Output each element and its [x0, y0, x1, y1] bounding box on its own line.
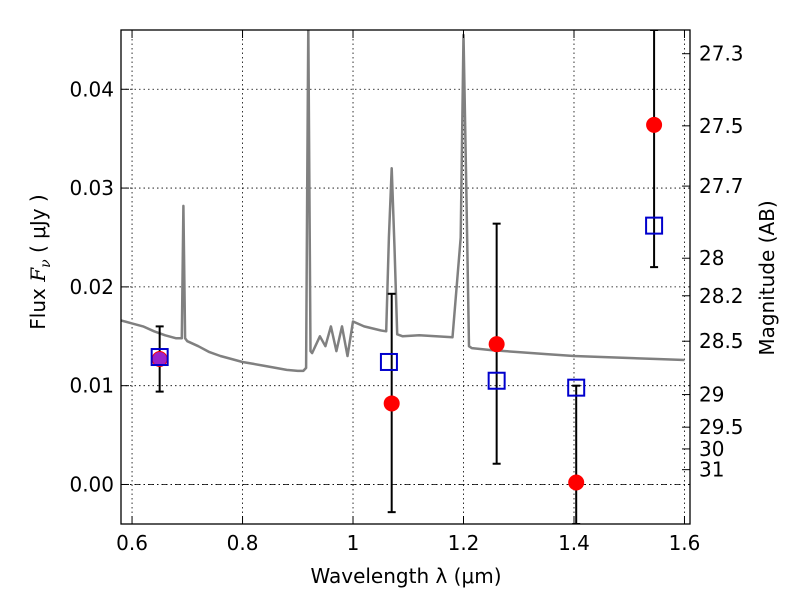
model-point [567, 378, 586, 397]
x-tick-label: 1.4 [558, 531, 590, 555]
y-tick-label: 0.04 [69, 77, 114, 101]
observed-point [488, 336, 505, 353]
model-point [379, 352, 398, 371]
overlap-point [152, 352, 167, 367]
axis-ticks: 0.6 0.8 1 1.2 1.4 1.6 0.00 0.01 0.02 0.03 0.04 27.3… [69, 30, 744, 555]
plot-frame [120, 29, 691, 525]
observed-point [646, 116, 663, 133]
right-tick-label: 29.5 [699, 415, 744, 439]
right-tick-label: 27.7 [699, 174, 744, 198]
model-point [487, 371, 506, 390]
y-tick-label: 0.03 [69, 176, 114, 200]
x-axis-label: Wavelength λ (μm) [310, 564, 501, 588]
grid-lines [121, 30, 690, 524]
model-points [150, 216, 664, 397]
error-bar [650, 30, 659, 269]
right-tick-label: 28.2 [699, 284, 744, 308]
model-point [150, 348, 169, 367]
observed-point [383, 395, 400, 412]
y-axis-label-symbol: F [26, 267, 50, 283]
error-bar [572, 384, 581, 524]
x-tick-label: 1 [347, 531, 360, 555]
error-bars [155, 30, 659, 524]
x-tick-label: 1.6 [669, 531, 701, 555]
right-tick-label: 29 [699, 383, 724, 407]
observed-point [568, 474, 585, 491]
y-axis-label: Flux Fν ( μJy ) [26, 194, 54, 329]
y-axis-label-suffix: ( μJy ) [26, 194, 50, 259]
right-tick-label: 27.3 [699, 42, 744, 66]
right-tick-label: 28 [699, 246, 724, 270]
y-tick-label: 0.00 [69, 472, 114, 496]
right-tick-label: 27.5 [699, 114, 744, 138]
spectrum-line [121, 30, 685, 373]
y-tick-label: 0.02 [69, 275, 114, 299]
model-point [645, 216, 664, 235]
y-axis-label-subscript: ν [38, 259, 54, 268]
right-tick-label: 28.5 [699, 329, 744, 353]
x-tick-label: 1.2 [448, 531, 480, 555]
right-tick-label: 31 [699, 458, 724, 482]
right-tick-label: 30 [699, 437, 724, 461]
model-spectrum [121, 30, 685, 373]
x-tick-label: 0.6 [116, 531, 148, 555]
right-axis-label: Magnitude (AB) [755, 200, 779, 355]
y-axis-label-prefix: Flux [26, 282, 50, 330]
y-tick-label: 0.01 [69, 374, 114, 398]
x-tick-label: 0.8 [227, 531, 259, 555]
observed-points [151, 116, 663, 491]
